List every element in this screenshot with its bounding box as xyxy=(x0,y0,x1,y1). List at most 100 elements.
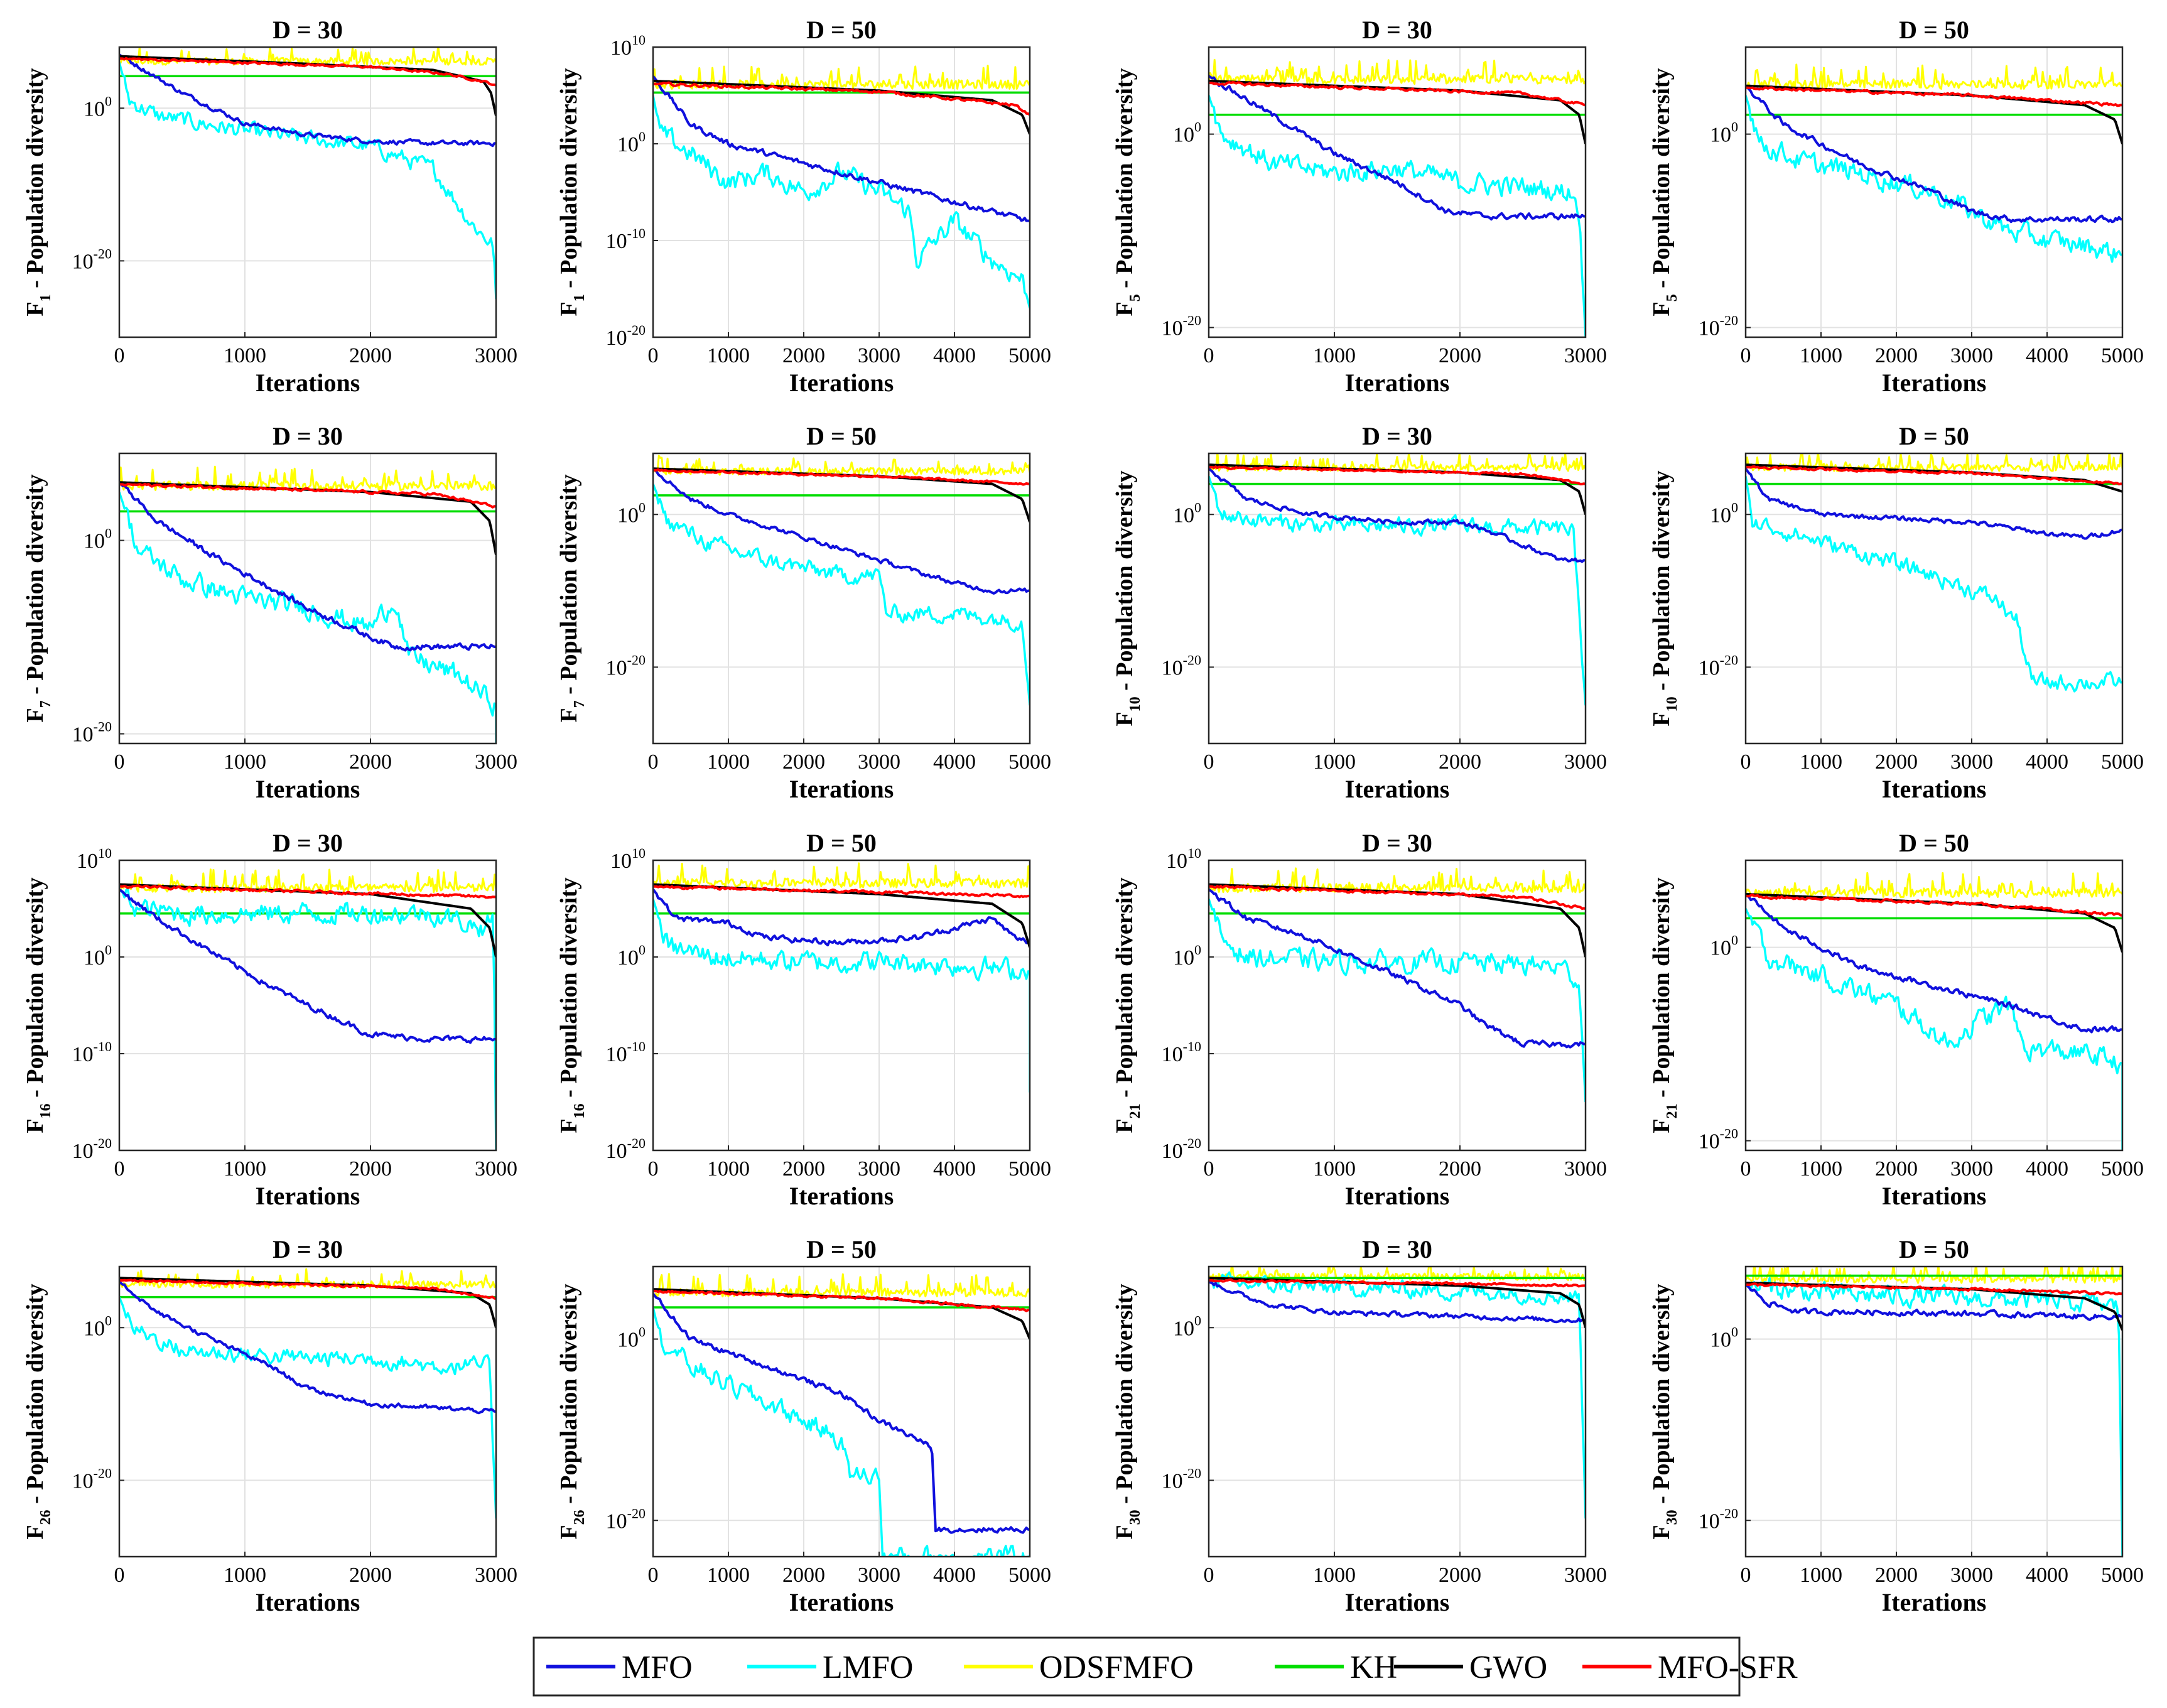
x-tick-label: 1000 xyxy=(707,1157,750,1181)
x-tick-label: 0 xyxy=(1741,1157,1751,1181)
y-tick-label: 10-20 xyxy=(72,1135,112,1163)
y-tick-label: 100 xyxy=(1710,119,1738,147)
x-axis-label: Iterations xyxy=(1345,1588,1450,1616)
series-line-mfo xyxy=(1209,467,1586,563)
y-tick-label: 10-20 xyxy=(1699,313,1738,340)
legend-label: LMFO xyxy=(823,1650,913,1685)
legend-item-kh: KH xyxy=(1275,1650,1397,1685)
series-line-mfo-sfr xyxy=(1746,465,2122,486)
series-line-mfo xyxy=(653,1293,1030,1534)
x-tick-label: 5000 xyxy=(2101,1157,2144,1181)
series-line-lmfo xyxy=(653,899,1030,1093)
y-axis-label: F16 - Population diversity xyxy=(22,877,54,1133)
subplot-title: D = 50 xyxy=(1899,16,1969,44)
series-line-mfo-sfr xyxy=(653,1289,1030,1312)
legend-item-lmfo: LMFO xyxy=(747,1650,913,1685)
legend-label: MFO xyxy=(622,1650,693,1685)
y-tick-label: 10-20 xyxy=(1162,652,1201,679)
y-axis-label: F16 - Population diversity xyxy=(556,877,588,1133)
subplot-6: 0 1000 2000 3000 4000 5000 100 10-20 D = 50 Itera… xyxy=(556,422,1051,803)
y-tick-label: 100 xyxy=(617,499,646,527)
x-tick-label: 4000 xyxy=(2026,344,2068,367)
y-axis-label: F1 - Population diversity xyxy=(556,68,588,316)
y-axis-label: F1 - Population diversity xyxy=(22,68,54,316)
x-tick-label: 1000 xyxy=(1800,750,1842,774)
series-line-mfo-sfr xyxy=(119,1278,496,1300)
x-axis-label: Iterations xyxy=(1345,1182,1450,1210)
axes-box xyxy=(118,452,497,745)
y-tick-label: 100 xyxy=(1710,1324,1738,1352)
axes-box xyxy=(1208,859,1587,1152)
legend-item-mfo-sfr: MFO-SFR xyxy=(1582,1650,1798,1685)
subplot-16: 0 1000 2000 3000 4000 5000 100 10-20 D = 50 Itera… xyxy=(1648,1235,2144,1616)
x-tick-label: 4000 xyxy=(2026,1564,2068,1587)
series-line-lmfo xyxy=(119,1296,496,1519)
subplot-title: D = 50 xyxy=(806,829,877,857)
y-tick-label: 10-20 xyxy=(606,652,646,679)
y-tick-label: 100 xyxy=(1173,499,1201,527)
x-tick-label: 2000 xyxy=(1439,750,1481,774)
x-tick-label: 1000 xyxy=(224,1157,266,1181)
subplot-title: D = 50 xyxy=(1899,422,1969,450)
subplot-4: 0 1000 2000 3000 4000 5000 100 10-20 D = 50 Itera… xyxy=(1648,16,2144,397)
series-line-lmfo xyxy=(653,95,1030,309)
series-line-mfo-sfr xyxy=(119,57,496,87)
y-tick-label: 10-20 xyxy=(1699,1505,1738,1533)
series-line-mfo xyxy=(1746,468,2122,540)
x-tick-label: 2000 xyxy=(1875,750,1918,774)
x-axis-label: Iterations xyxy=(1882,1588,1987,1616)
subplot-12: 0 1000 2000 3000 4000 5000 100 10-20 D = 50 Itera… xyxy=(1648,829,2144,1210)
x-tick-label: 1000 xyxy=(1800,344,1842,367)
y-axis-label: F30 - Population diversity xyxy=(1111,1284,1143,1539)
subplot-10: 0 1000 2000 3000 4000 5000 1010 100 10-10 10-20 D … xyxy=(556,829,1051,1210)
series-line-lmfo xyxy=(119,887,496,1150)
y-axis-label: F30 - Population diversity xyxy=(1648,1284,1680,1539)
x-tick-label: 5000 xyxy=(1008,750,1051,774)
legend-item-odsfmfo: ODSFMFO xyxy=(964,1650,1194,1685)
x-axis-label: Iterations xyxy=(789,1182,894,1210)
y-tick-label: 10-20 xyxy=(72,719,112,747)
series-line-mfo-sfr xyxy=(1209,465,1586,485)
x-tick-label: 3000 xyxy=(1564,344,1607,367)
series-line-mfo-sfr xyxy=(1209,80,1586,107)
x-tick-label: 1000 xyxy=(1800,1564,1842,1587)
series-line-odsfmfo xyxy=(1746,872,2122,899)
x-tick-label: 1000 xyxy=(1313,1564,1356,1587)
series-line-lmfo xyxy=(119,492,496,743)
subplot-title: D = 30 xyxy=(1362,422,1432,450)
x-tick-label: 3000 xyxy=(1564,1157,1607,1181)
x-tick-label: 0 xyxy=(114,1157,125,1181)
x-tick-label: 2000 xyxy=(349,344,392,367)
axes-box xyxy=(118,46,497,338)
x-tick-label: 0 xyxy=(114,750,125,774)
subplot-7: 0 1000 2000 3000 100 10-20 D = 30 Iterations F10… xyxy=(1111,422,1607,803)
x-tick-label: 1000 xyxy=(707,750,750,774)
y-axis-label: F21 - Population diversity xyxy=(1111,877,1143,1133)
y-tick-label: 10-20 xyxy=(1699,652,1738,679)
x-axis-label: Iterations xyxy=(256,1588,360,1616)
x-tick-label: 1000 xyxy=(224,1564,266,1587)
series-line-lmfo xyxy=(1209,475,1586,706)
series-line-mfo xyxy=(119,1280,496,1415)
y-tick-label: 1010 xyxy=(610,32,646,60)
y-axis-label: F10 - Population diversity xyxy=(1111,470,1143,726)
x-tick-label: 3000 xyxy=(475,1564,517,1587)
y-tick-label: 10-20 xyxy=(606,322,646,350)
series-line-mfo xyxy=(1746,893,2122,1034)
x-tick-label: 3000 xyxy=(1564,750,1607,774)
x-tick-label: 2000 xyxy=(1439,1564,1481,1587)
y-tick-label: 10-10 xyxy=(72,1039,112,1066)
series-line-lmfo xyxy=(1746,95,2122,263)
y-tick-label: 10-10 xyxy=(606,1039,646,1066)
x-tick-label: 4000 xyxy=(933,750,976,774)
x-tick-label: 0 xyxy=(648,1157,659,1181)
x-tick-label: 3000 xyxy=(1950,750,1993,774)
series-line-mfo-sfr xyxy=(1746,893,2122,917)
y-axis-label: F7 - Population diversity xyxy=(22,474,54,722)
subplot-1: 0 1000 2000 3000 100 10-20 D = 30 Iterations F1 … xyxy=(22,16,517,397)
series-line-mfo-sfr xyxy=(1209,1278,1586,1288)
x-tick-label: 1000 xyxy=(224,750,266,774)
x-axis-label: Iterations xyxy=(1345,369,1450,397)
x-tick-label: 2000 xyxy=(349,750,392,774)
x-axis-label: Iterations xyxy=(789,369,894,397)
